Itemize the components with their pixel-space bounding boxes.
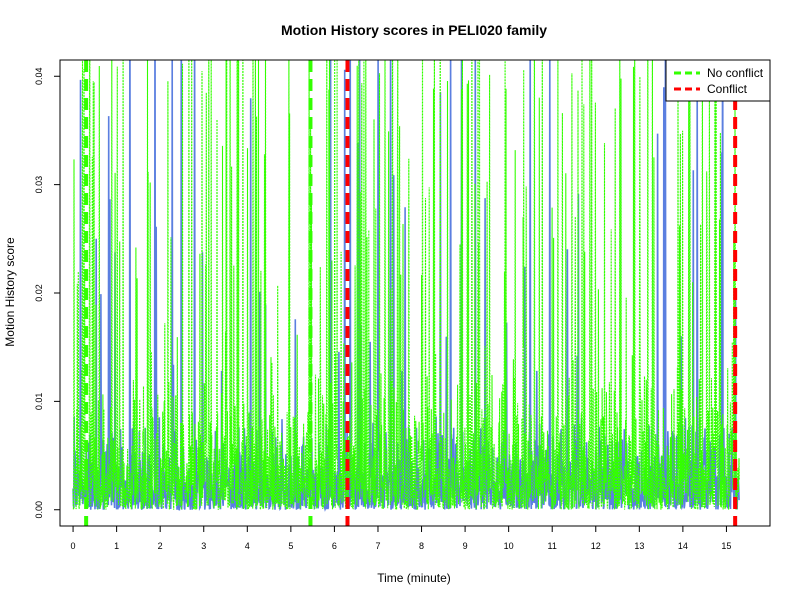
y-tick-label: 0.01 — [34, 393, 44, 411]
x-tick-label: 0 — [71, 541, 76, 551]
x-tick-label: 8 — [419, 541, 424, 551]
x-tick-label: 9 — [463, 541, 468, 551]
y-tick-label: 0.04 — [34, 67, 44, 85]
legend-label-conflict: Conflict — [707, 82, 748, 96]
x-tick-label: 4 — [245, 541, 250, 551]
series-line-green — [72, 60, 740, 510]
x-axis-label: Time (minute) — [377, 571, 451, 585]
x-tick-label: 15 — [721, 541, 731, 551]
legend-label-no-conflict: No conflict — [707, 66, 764, 80]
y-tick-label: 0.02 — [34, 284, 44, 302]
x-tick-label: 2 — [158, 541, 163, 551]
x-tick-label: 7 — [375, 541, 380, 551]
x-tick-label: 12 — [591, 541, 601, 551]
y-axis-label: Motion History score — [3, 237, 17, 347]
x-tick-label: 10 — [504, 541, 514, 551]
y-axis: 0.00 0.01 0.02 0.03 0.04 — [34, 67, 61, 519]
x-tick-label: 1 — [114, 541, 119, 551]
x-tick-label: 6 — [332, 541, 337, 551]
x-tick-label: 5 — [288, 541, 293, 551]
series-layer — [72, 60, 740, 512]
x-tick-label: 14 — [678, 541, 688, 551]
marker-layer — [84, 60, 738, 526]
chart-title: Motion History scores in PELI020 family — [281, 22, 547, 38]
y-tick-label: 0.00 — [34, 501, 44, 519]
y-tick-label: 0.03 — [34, 176, 44, 194]
x-tick-label: 11 — [548, 541, 557, 551]
x-tick-label: 13 — [634, 541, 644, 551]
legend-box — [665, 59, 771, 102]
x-axis: 0 1 2 3 4 5 6 7 8 9 10 11 12 13 14 15 — [71, 525, 731, 551]
x-tick-label: 3 — [201, 541, 206, 551]
legend: No conflict Conflict — [665, 59, 771, 102]
